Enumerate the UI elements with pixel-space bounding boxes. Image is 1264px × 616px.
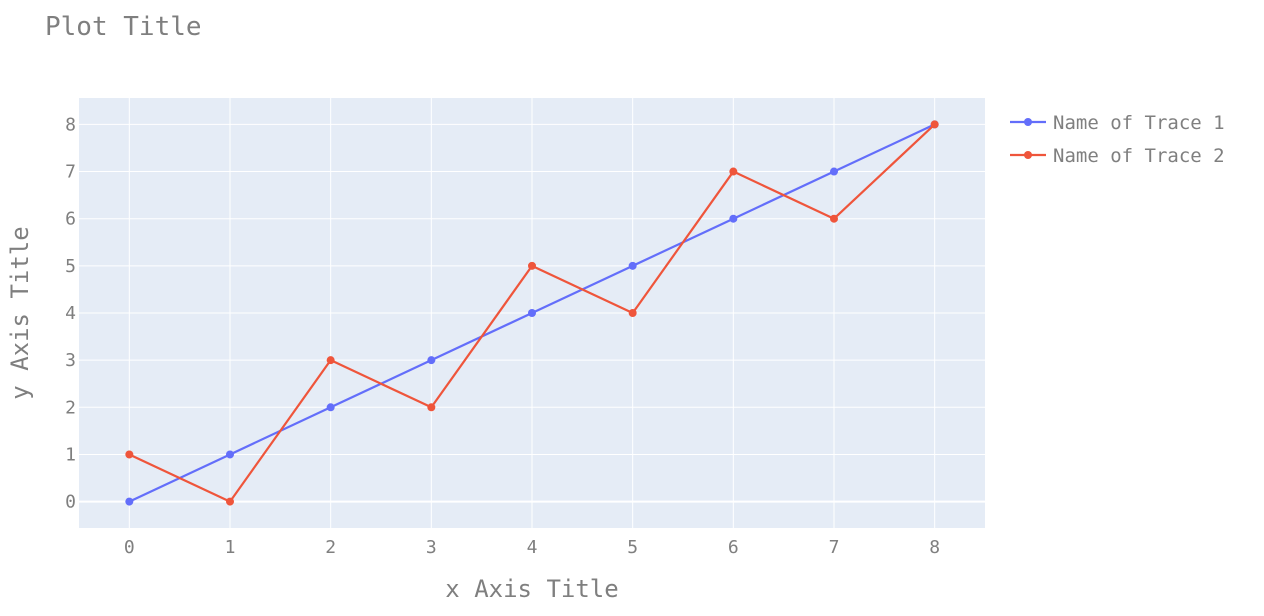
data-point[interactable] xyxy=(226,450,234,459)
data-point[interactable] xyxy=(729,214,738,223)
legend-label: Name of Trace 1 xyxy=(1053,112,1225,134)
y-tick-label: 7 xyxy=(65,162,76,183)
y-tick-label: 4 xyxy=(65,303,76,324)
data-point[interactable] xyxy=(628,309,637,317)
data-point[interactable] xyxy=(125,497,134,506)
y-tick-label: 6 xyxy=(65,209,76,230)
series-2 xyxy=(125,120,939,506)
x-tick-label: 6 xyxy=(728,537,739,558)
series-1 xyxy=(125,120,939,506)
x-axis-title: x Axis Title xyxy=(445,575,618,603)
data-point[interactable] xyxy=(125,450,134,459)
x-tick-label: 5 xyxy=(627,537,638,558)
legend-label: Name of Trace 2 xyxy=(1053,145,1225,167)
data-point[interactable] xyxy=(930,120,939,129)
y-tick-label: 8 xyxy=(65,114,76,135)
data-point[interactable] xyxy=(326,356,335,365)
x-tick-label: 2 xyxy=(325,537,336,558)
legend-item[interactable]: Name of Trace 1 xyxy=(1010,112,1225,134)
chart-title: Plot Title xyxy=(45,12,202,42)
y-tick-label: 1 xyxy=(65,444,76,465)
data-point[interactable] xyxy=(830,167,838,176)
x-tick-label: 4 xyxy=(527,537,538,558)
x-tick-label: 3 xyxy=(426,537,437,558)
x-tick-label: 8 xyxy=(929,537,940,558)
y-axis-title: y Axis Title xyxy=(6,226,34,399)
data-point[interactable] xyxy=(326,403,335,412)
x-tick-label: 7 xyxy=(829,537,840,558)
legend[interactable]: Name of Trace 1 Name of Trace 2 xyxy=(1010,112,1225,167)
data-point[interactable] xyxy=(427,356,436,365)
data-point[interactable] xyxy=(528,309,536,317)
data-point[interactable] xyxy=(628,261,637,270)
y-axis-ticks: 0 1 2 3 4 5 6 7 8 xyxy=(65,114,76,512)
x-tick-label: 0 xyxy=(124,537,135,558)
x-axis-ticks: 0 1 2 3 4 5 6 7 8 xyxy=(124,537,940,558)
y-tick-label: 3 xyxy=(65,350,76,371)
data-point[interactable] xyxy=(729,167,738,176)
y-tick-label: 2 xyxy=(65,397,76,418)
data-point[interactable] xyxy=(226,497,234,506)
series-layer xyxy=(125,120,939,506)
y-tick-label: 5 xyxy=(65,256,76,277)
x-tick-label: 1 xyxy=(225,537,236,558)
legend-marker xyxy=(1024,118,1032,126)
y-tick-label: 0 xyxy=(65,492,76,513)
data-point[interactable] xyxy=(830,214,838,223)
data-point[interactable] xyxy=(427,403,436,412)
legend-marker xyxy=(1024,151,1032,159)
data-point[interactable] xyxy=(528,261,536,270)
legend-item[interactable]: Name of Trace 2 xyxy=(1010,145,1225,167)
